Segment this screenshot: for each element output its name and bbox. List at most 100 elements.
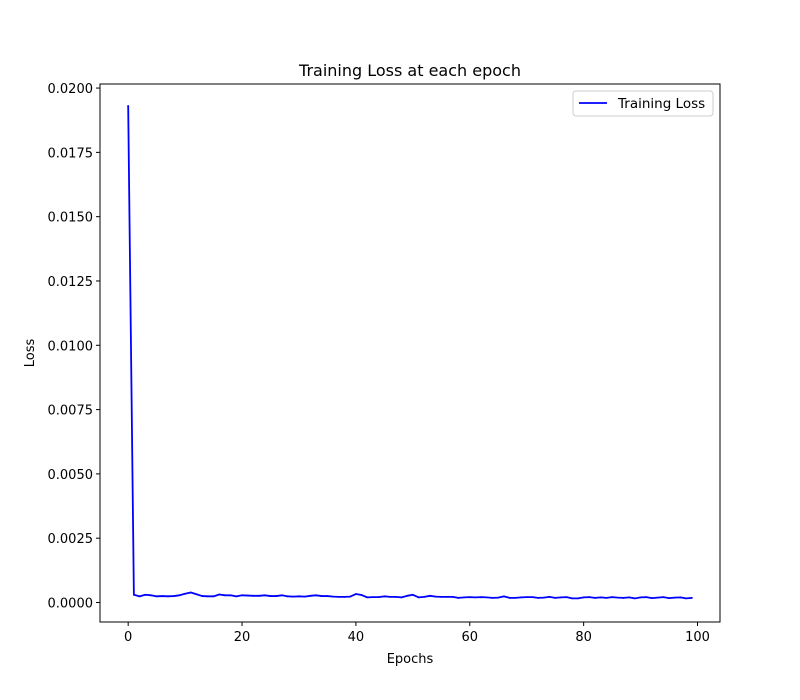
- data-point: [292, 595, 295, 598]
- data-point: [195, 593, 198, 596]
- data-point: [594, 596, 596, 599]
- data-point: [366, 596, 369, 599]
- data-point: [263, 594, 266, 597]
- data-point: [491, 596, 494, 599]
- y-tick-label: 0.0050: [48, 468, 94, 483]
- y-axis: 0.0000 0.0025 0.0050 0.0075 0.0100 0.0125 0.01…: [48, 82, 100, 612]
- data-point: [554, 596, 557, 599]
- x-tick-label: 60: [462, 630, 479, 645]
- x-tick-label: 40: [348, 630, 365, 645]
- data-point: [423, 595, 426, 598]
- data-point: [514, 596, 517, 599]
- data-point: [463, 596, 465, 599]
- series-line-training-loss: [127, 105, 693, 600]
- data-point: [241, 594, 243, 597]
- y-axis-title: Loss: [23, 339, 38, 368]
- data-point: [281, 594, 283, 597]
- legend: Training Loss: [572, 90, 714, 117]
- data-point: [269, 595, 272, 597]
- data-point: [565, 596, 568, 598]
- data-point: [229, 594, 232, 597]
- data-point: [275, 595, 278, 597]
- data-point: [525, 596, 528, 598]
- data-point: [690, 596, 693, 599]
- data-point: [406, 594, 409, 597]
- data-point: [132, 593, 135, 596]
- data-point: [349, 595, 352, 598]
- data-point: [480, 596, 483, 598]
- x-tick-label: 80: [575, 630, 592, 645]
- data-point: [212, 595, 215, 598]
- data-point: [309, 594, 312, 597]
- y-tick-label: 0.0100: [48, 339, 94, 354]
- data-point: [662, 596, 665, 598]
- data-point: [167, 595, 169, 598]
- data-point: [286, 595, 289, 598]
- data-point: [679, 596, 682, 599]
- data-point: [258, 594, 261, 597]
- data-point: [189, 591, 192, 594]
- data-point: [628, 596, 631, 599]
- data-point: [303, 595, 306, 598]
- x-tick-label: 0: [124, 630, 132, 645]
- data-point: [440, 595, 443, 598]
- data-point: [332, 595, 335, 598]
- data-point: [326, 595, 329, 597]
- data-point: [508, 596, 511, 599]
- data-point: [389, 595, 391, 598]
- data-point: [298, 595, 300, 598]
- data-point: [343, 595, 346, 598]
- data-point: [599, 596, 602, 599]
- data-point: [127, 105, 130, 107]
- data-point: [172, 595, 175, 597]
- data-point: [485, 596, 488, 599]
- data-point: [474, 596, 477, 599]
- data-point: [417, 596, 420, 599]
- data-point: [224, 594, 226, 597]
- data-point: [400, 596, 403, 599]
- data-point: [571, 597, 574, 600]
- data-point: [429, 594, 431, 597]
- data-point: [577, 597, 579, 600]
- x-tick-label: 100: [685, 630, 710, 645]
- data-point: [582, 596, 585, 599]
- y-tick-label: 0.0200: [48, 82, 94, 97]
- data-point: [178, 594, 181, 597]
- data-point: [372, 596, 374, 598]
- data-point: [548, 595, 551, 598]
- data-point: [206, 595, 209, 598]
- data-point: [383, 595, 386, 598]
- x-axis: 0 20 40 60 80 100: [124, 622, 710, 645]
- data-point: [144, 593, 147, 596]
- data-point: [360, 594, 363, 596]
- data-point: [315, 594, 317, 597]
- data-point: [497, 596, 500, 599]
- data-point: [252, 594, 255, 597]
- data-point: [673, 596, 676, 599]
- data-point: [377, 596, 380, 598]
- chart-title: Training Loss at each epoch: [298, 61, 521, 80]
- data-point: [161, 595, 164, 597]
- data-point: [218, 593, 221, 596]
- data-layer: [127, 105, 693, 600]
- data-point: [605, 596, 608, 599]
- legend-box: [572, 90, 714, 117]
- y-tick-label: 0.0025: [48, 532, 94, 547]
- data-point: [355, 593, 357, 595]
- data-point: [542, 596, 545, 599]
- data-point: [531, 596, 534, 598]
- data-point: [588, 596, 591, 598]
- data-point: [320, 595, 323, 597]
- data-point: [622, 596, 625, 599]
- data-point: [656, 596, 659, 599]
- data-point: [201, 595, 204, 597]
- data-point: [457, 596, 460, 599]
- data-point: [451, 595, 454, 598]
- data-point: [411, 593, 414, 596]
- data-point: [503, 595, 505, 598]
- x-tick-label: 20: [234, 630, 251, 645]
- x-axis-title: Epochs: [387, 652, 434, 667]
- data-point: [184, 592, 187, 595]
- data-point: [668, 597, 670, 600]
